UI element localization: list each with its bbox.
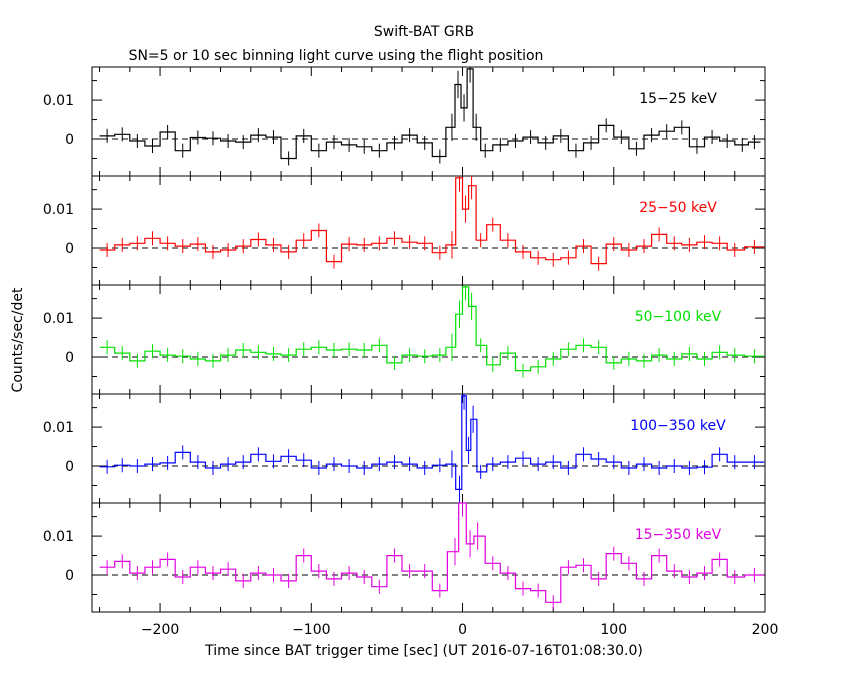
- x-tick-label: 100: [600, 622, 627, 638]
- y-tick-label: 0.01: [43, 311, 74, 327]
- panel-2: 0 0.01 25−50 keV: [43, 175, 766, 286]
- y-tick-label: 0.01: [43, 93, 74, 109]
- panel-frame: [91, 284, 766, 395]
- panel-label: 50−100 keV: [635, 309, 722, 325]
- panel-frame: [91, 393, 766, 504]
- series-line: [99, 68, 761, 160]
- y-tick-label: 0: [65, 241, 74, 257]
- y-tick-label: 0.01: [43, 529, 74, 545]
- series-line: [99, 502, 765, 603]
- panel-4: 0 0.01 100−350 keV: [43, 393, 766, 504]
- panels-group: 0 0.01 15−25 keV 0 0.01 25−50 keV 0 0.01 50−100 …: [43, 66, 766, 613]
- y-tick-label: 0: [65, 132, 74, 148]
- x-tick-label: −100: [292, 622, 330, 638]
- panel-label: 15−25 keV: [639, 91, 717, 107]
- panel-1: 0 0.01 15−25 keV: [43, 66, 766, 177]
- chart-subtitle: SN=5 or 10 sec binning light curve using…: [129, 48, 544, 64]
- panel-label: 100−350 keV: [630, 418, 726, 434]
- panel-3: 0 0.01 50−100 keV: [43, 284, 766, 395]
- panel-frame: [91, 502, 766, 613]
- x-tick-label: 0: [458, 622, 467, 638]
- series-line: [99, 286, 765, 372]
- y-tick-label: 0: [65, 568, 74, 584]
- y-tick-label: 0: [65, 350, 74, 366]
- panel-label: 25−50 keV: [639, 200, 717, 216]
- chart-title: Swift-BAT GRB: [374, 24, 474, 40]
- panel-5: 0 0.01 15−350 keV: [43, 502, 766, 613]
- series-line: [99, 395, 765, 490]
- x-tick-label: −200: [141, 622, 179, 638]
- x-tick-label: 200: [752, 622, 779, 638]
- x-axis-label: Time since BAT trigger time [sec] (UT 20…: [204, 643, 643, 659]
- panel-frame: [91, 175, 766, 286]
- series-line: [99, 177, 765, 265]
- panel-label: 15−350 keV: [635, 527, 722, 543]
- y-axis-label: Counts/sec/det: [10, 287, 26, 392]
- x-axis: −200 −100 0 100 200: [141, 622, 779, 638]
- y-tick-label: 0.01: [43, 420, 74, 436]
- y-tick-label: 0.01: [43, 202, 74, 218]
- y-tick-label: 0: [65, 459, 74, 475]
- panel-frame: [91, 66, 766, 177]
